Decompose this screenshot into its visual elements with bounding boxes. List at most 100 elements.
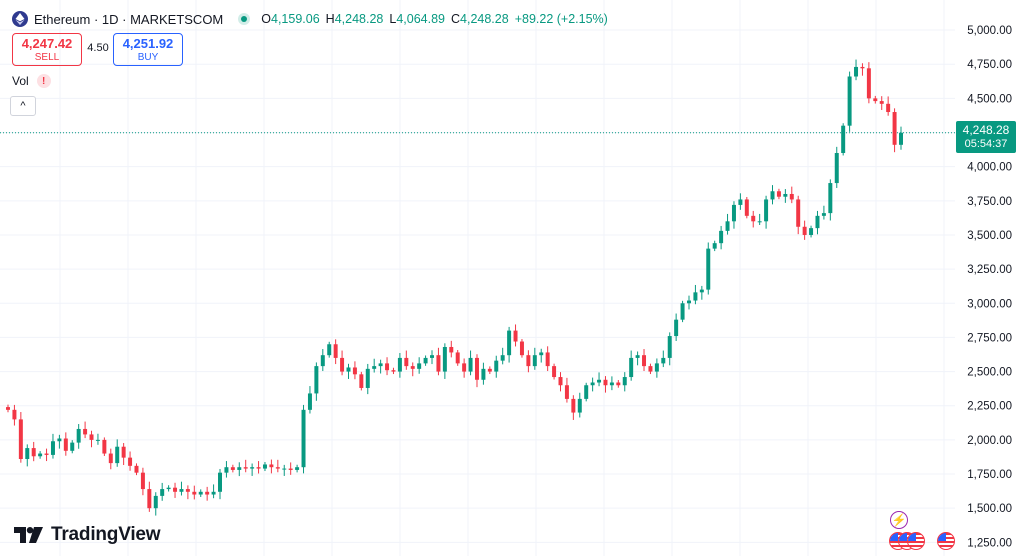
close-value: 4,248.28 <box>460 12 509 26</box>
candle-body <box>899 132 903 145</box>
candle-body <box>108 453 113 464</box>
candle-body <box>140 472 145 490</box>
candle-body <box>237 467 242 470</box>
candle-body <box>474 357 479 380</box>
event-bolt-icon[interactable]: ⚡ <box>890 511 908 529</box>
candle-body <box>50 441 55 455</box>
warning-icon[interactable]: ! <box>36 74 51 88</box>
candle-body <box>886 103 891 113</box>
candle-body <box>693 292 698 301</box>
candle-body <box>616 382 621 386</box>
candle-body <box>102 439 107 454</box>
candle-body <box>642 355 647 367</box>
candle-body <box>667 336 672 358</box>
candle-body <box>699 289 704 293</box>
y-tick-label: 2,750.00 <box>967 332 1012 344</box>
candle-body <box>449 346 454 353</box>
tradingview-wordmark: TradingView <box>51 524 161 545</box>
candle-body <box>346 367 351 372</box>
candle-body <box>320 355 325 367</box>
candle-body <box>134 465 139 473</box>
us-flag-icon[interactable] <box>937 532 955 550</box>
candle-body <box>738 199 743 205</box>
symbol-title[interactable]: Ethereum · 1D · MARKETSCOM <box>34 11 224 27</box>
candle-body <box>674 319 679 337</box>
candle-body <box>288 468 293 470</box>
y-tick-label: 1,750.00 <box>967 469 1012 481</box>
y-tick-label: 4,000.00 <box>967 162 1012 174</box>
candle-body <box>725 221 730 231</box>
chevron-up-icon: ^ <box>20 100 26 112</box>
candle-body <box>430 355 435 358</box>
y-axis: 5,000.004,750.004,500.004,250.004,000.00… <box>967 25 1012 549</box>
candle-body <box>95 439 100 441</box>
candle-body <box>770 191 775 200</box>
candle-body <box>545 352 550 367</box>
candle-body <box>706 248 711 290</box>
candle-body <box>603 379 608 386</box>
sell-button[interactable]: 4,247.42 SELL <box>12 33 82 66</box>
candle-body <box>513 330 518 342</box>
candle-body <box>70 442 75 451</box>
economic-events[interactable] <box>889 532 955 550</box>
candle-body <box>397 357 402 372</box>
candle-body <box>539 352 544 356</box>
spread-value: 4.50 <box>87 42 109 54</box>
y-tick-label: 3,250.00 <box>967 264 1012 276</box>
candle-body <box>404 357 409 367</box>
tradingview-logo[interactable]: TradingView <box>14 524 161 546</box>
candle-body <box>153 495 158 509</box>
candle-body <box>192 491 197 495</box>
candle-body <box>436 355 441 372</box>
sell-price: 4,247.42 <box>21 36 73 51</box>
candle-body <box>385 363 390 371</box>
y-tick-label: 1,250.00 <box>967 537 1012 549</box>
volume-indicator-legend[interactable]: Vol ! <box>12 74 51 88</box>
candle-body <box>462 363 467 372</box>
candle-body <box>494 360 499 372</box>
buy-button[interactable]: 4,251.92 BUY <box>113 33 183 66</box>
candle-body <box>757 221 762 223</box>
candle-body <box>423 357 428 364</box>
candle-body <box>455 352 460 364</box>
candle-body <box>333 344 338 358</box>
us-flag-icon[interactable] <box>907 532 925 550</box>
candle-body <box>417 363 422 369</box>
candle-body <box>597 379 602 383</box>
candle-body <box>160 489 165 496</box>
vol-label: Vol <box>12 74 29 88</box>
collapse-legend-button[interactable]: ^ <box>10 96 36 116</box>
candle-body <box>340 357 345 372</box>
candle-body <box>873 98 878 102</box>
candle-body <box>256 467 261 469</box>
candle-body <box>590 382 595 386</box>
candle-body <box>147 489 152 509</box>
candle-body <box>327 344 332 356</box>
candle-body <box>250 467 255 469</box>
candle-body <box>558 377 563 386</box>
candle-body <box>31 448 36 457</box>
candle-body <box>680 303 685 320</box>
y-tick-label: 4,500.00 <box>967 93 1012 105</box>
candle-body <box>57 438 62 442</box>
candle-body <box>269 464 274 468</box>
candle-body <box>764 199 769 222</box>
candle-body <box>571 398 576 413</box>
ohlc-values: O4,159.06 H4,248.28 L4,064.89 C4,248.28 … <box>261 12 608 26</box>
candle-body <box>789 193 794 200</box>
candle-body <box>442 346 447 372</box>
candle-body <box>211 491 216 495</box>
candle-body <box>500 355 505 361</box>
candle-body <box>519 341 524 356</box>
candle-body <box>654 363 659 372</box>
candle-body <box>609 382 614 386</box>
candle-body <box>38 453 43 457</box>
candle-body <box>198 491 203 495</box>
candle-body <box>719 230 724 244</box>
candle-body <box>879 101 884 104</box>
open-key: O <box>261 12 271 26</box>
change-value: +89.22 (+2.15%) <box>514 12 608 26</box>
y-tick-label: 2,000.00 <box>967 435 1012 447</box>
